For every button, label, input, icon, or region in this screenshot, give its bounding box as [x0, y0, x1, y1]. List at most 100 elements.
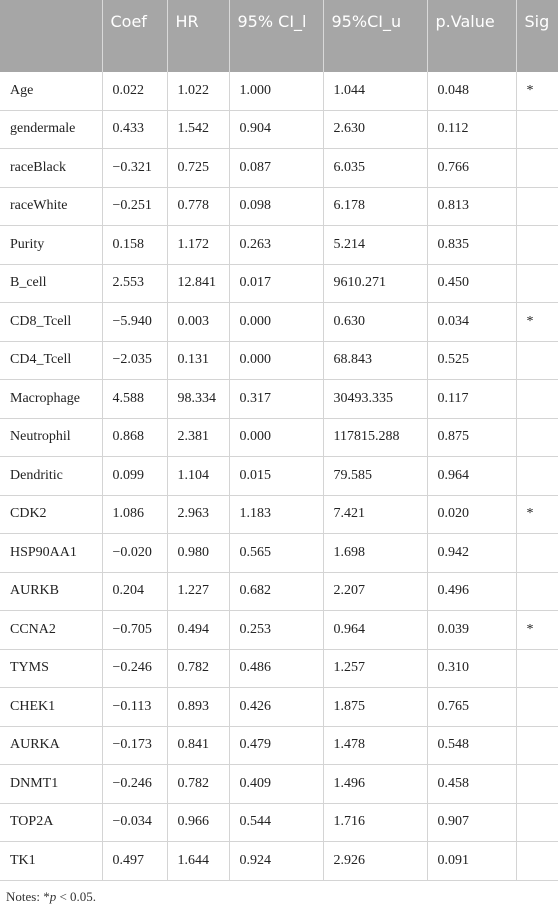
- cell: [515, 379, 558, 419]
- cell: 1.086: [101, 495, 168, 534]
- cell: 30493.335: [322, 379, 428, 419]
- cell: 0.942: [426, 533, 517, 573]
- cell: −0.246: [101, 764, 168, 804]
- cell: 1.227: [166, 572, 230, 611]
- cell: *: [515, 72, 558, 111]
- row-label: HSP90AA1: [0, 533, 103, 573]
- cell: [515, 687, 558, 727]
- table-row: raceBlack −0.321 0.725 0.087 6.035 0.766: [0, 148, 558, 188]
- cell: 79.585: [322, 456, 428, 496]
- cell: [515, 110, 558, 149]
- cell: −5.940: [101, 302, 168, 342]
- cell: 1.496: [322, 764, 428, 804]
- cell: 5.214: [322, 225, 428, 265]
- cell: 1.183: [228, 495, 324, 534]
- row-label: B_cell: [0, 264, 103, 303]
- cell: 0.980: [166, 533, 230, 573]
- cell: −0.113: [101, 687, 168, 727]
- cell: 2.381: [166, 418, 230, 457]
- cell: −0.246: [101, 649, 168, 688]
- cell: [515, 572, 558, 611]
- cell: [515, 264, 558, 303]
- cell: 0.835: [426, 225, 517, 265]
- cell: 0.486: [228, 649, 324, 688]
- row-label: AURKB: [0, 572, 103, 611]
- cell: 0.964: [426, 456, 517, 496]
- cell: [515, 225, 558, 265]
- cell: 0.039: [426, 610, 517, 650]
- cell: 0.098: [228, 187, 324, 226]
- cell: 1.172: [166, 225, 230, 265]
- cell: *: [515, 610, 558, 650]
- cell: 0.548: [426, 726, 517, 765]
- cell: 0.017: [228, 264, 324, 303]
- row-label: raceWhite: [0, 187, 103, 226]
- cell: 0.112: [426, 110, 517, 149]
- cell: [515, 341, 558, 380]
- table-row: B_cell 2.553 12.841 0.017 9610.271 0.450: [0, 264, 558, 303]
- table-row: raceWhite −0.251 0.778 0.098 6.178 0.813: [0, 187, 558, 226]
- cell: 0.426: [228, 687, 324, 727]
- cell: 0.458: [426, 764, 517, 804]
- cell: 98.334: [166, 379, 230, 419]
- cell: 0.782: [166, 649, 230, 688]
- notes-text: < 0.05.: [56, 888, 97, 904]
- cell: 1.104: [166, 456, 230, 496]
- row-label: raceBlack: [0, 148, 103, 188]
- table-row: CD8_Tcell −5.940 0.003 0.000 0.630 0.034 *: [0, 302, 558, 342]
- cell: [515, 418, 558, 457]
- table-row: TOP2A −0.034 0.966 0.544 1.716 0.907: [0, 803, 558, 842]
- cell: 1.022: [166, 72, 230, 111]
- cell: 2.926: [322, 841, 428, 881]
- cell: 0.966: [166, 803, 230, 842]
- cell: 1.716: [322, 803, 428, 842]
- cell: 0.766: [426, 148, 517, 188]
- cell: 0.778: [166, 187, 230, 226]
- cell: 0.868: [101, 418, 168, 457]
- row-label: Purity: [0, 225, 103, 265]
- cell: [515, 764, 558, 804]
- row-label: DNMT1: [0, 764, 103, 804]
- cell: −0.173: [101, 726, 168, 765]
- row-label: CD8_Tcell: [0, 302, 103, 342]
- cell: 1.875: [322, 687, 428, 727]
- table-row: Dendritic 0.099 1.104 0.015 79.585 0.964: [0, 456, 558, 496]
- notes: Notes: *p < 0.05.: [0, 881, 558, 905]
- cell: 0.310: [426, 649, 517, 688]
- cell: 0.022: [101, 72, 168, 111]
- cell: 0.433: [101, 110, 168, 149]
- cell: [515, 148, 558, 188]
- cell: 0.204: [101, 572, 168, 611]
- cell: 0.048: [426, 72, 517, 111]
- table-body: Age 0.022 1.022 1.000 1.044 0.048 * gendermale 0…: [0, 72, 558, 881]
- cell: −0.251: [101, 187, 168, 226]
- cell: −0.034: [101, 803, 168, 842]
- cell: [515, 726, 558, 765]
- results-table: Coef HR 95% CI_l 95%CI_u p.Value Sig Age 0.022…: [0, 0, 558, 881]
- cell: 6.035: [322, 148, 428, 188]
- cell: 12.841: [166, 264, 230, 303]
- cell: 0.682: [228, 572, 324, 611]
- cell: 0.841: [166, 726, 230, 765]
- header-row: Coef HR 95% CI_l 95%CI_u p.Value Sig: [0, 0, 558, 72]
- cell: 1.044: [322, 72, 428, 111]
- cell: 0.117: [426, 379, 517, 419]
- cell: 0.904: [228, 110, 324, 149]
- cell: [515, 456, 558, 496]
- row-label: CD4_Tcell: [0, 341, 103, 380]
- row-label: TOP2A: [0, 803, 103, 842]
- cell: 2.207: [322, 572, 428, 611]
- table-row: AURKB 0.204 1.227 0.682 2.207 0.496: [0, 572, 558, 611]
- cell: 1.698: [322, 533, 428, 573]
- cell: 0.525: [426, 341, 517, 380]
- table-row: Age 0.022 1.022 1.000 1.044 0.048 *: [0, 72, 558, 111]
- cell: 2.963: [166, 495, 230, 534]
- cell: 0.907: [426, 803, 517, 842]
- cell: [515, 533, 558, 573]
- cell: 7.421: [322, 495, 428, 534]
- row-label: CDK2: [0, 495, 103, 534]
- header-cell: Coef: [101, 0, 167, 72]
- header-cell: p.Value: [426, 0, 516, 72]
- cell: 0.630: [322, 302, 428, 342]
